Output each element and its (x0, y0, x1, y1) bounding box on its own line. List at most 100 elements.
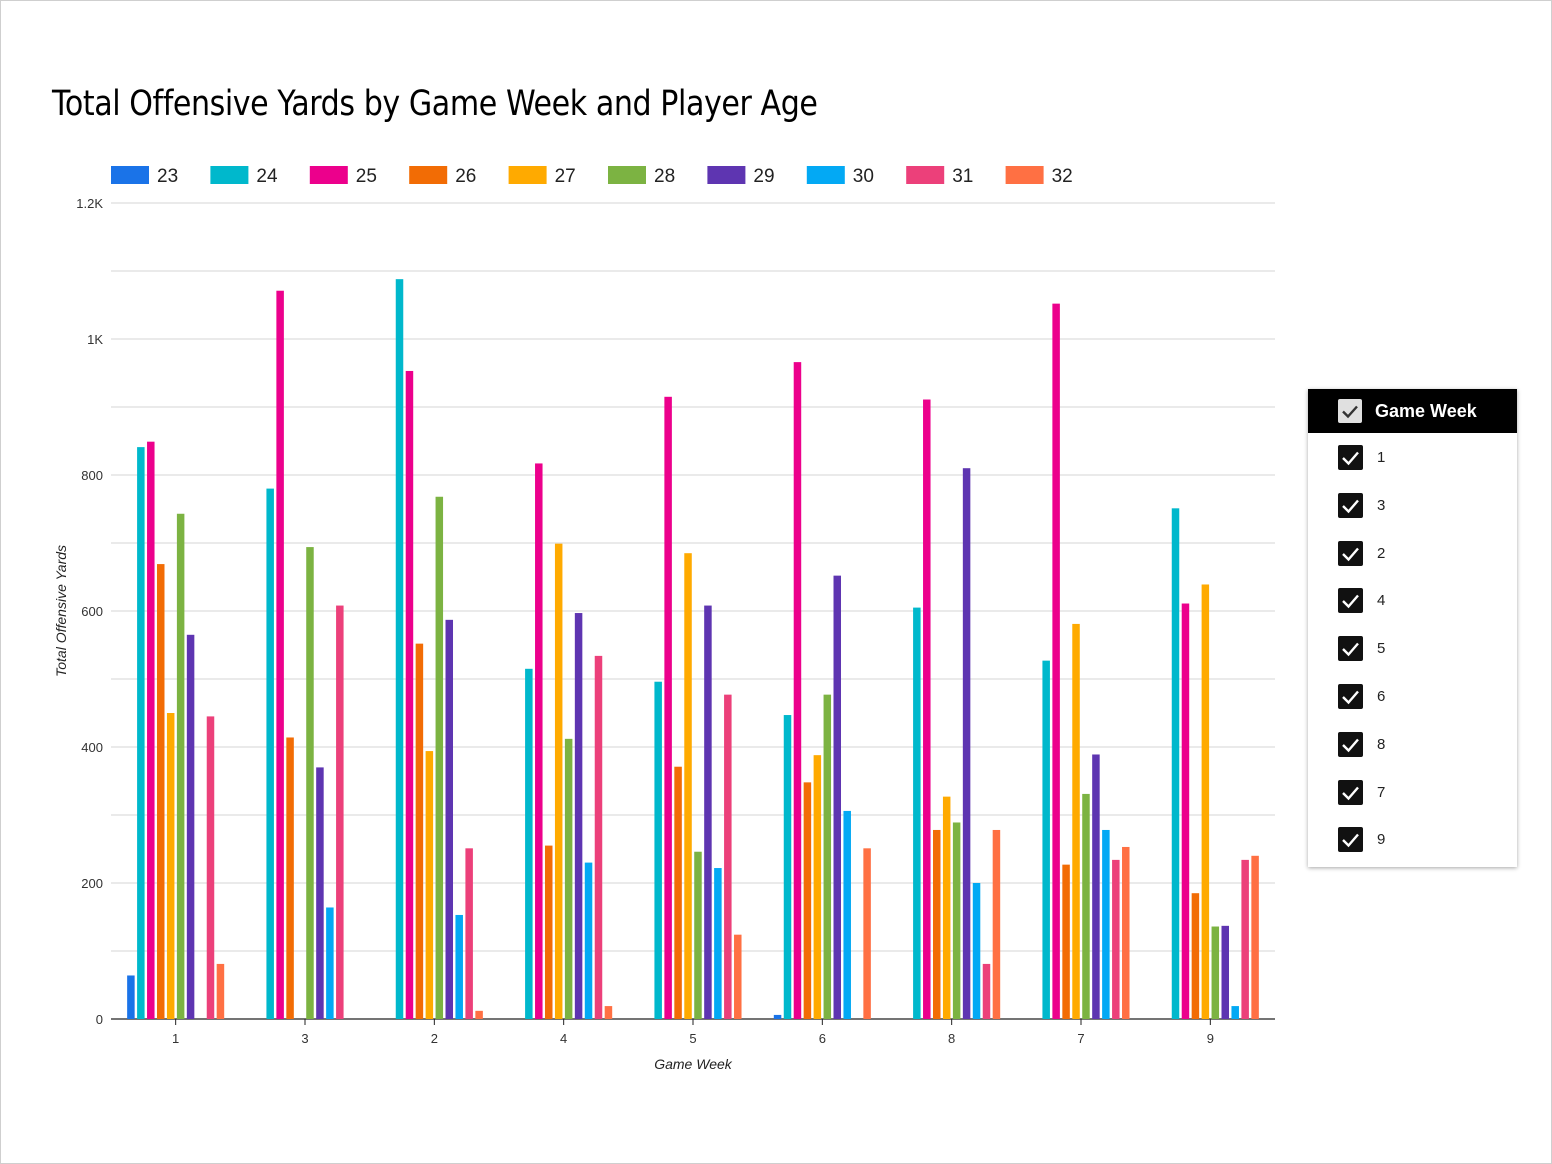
filter-item-label: 2 (1377, 544, 1386, 562)
x-tick-label: 6 (819, 1031, 826, 1046)
x-tick-label: 7 (1077, 1031, 1084, 1046)
x-axis-title: Game Week (654, 1056, 733, 1072)
filter-item-label: 6 (1377, 688, 1386, 705)
bar-age-27-week-8 (942, 796, 951, 1019)
filter-item-8[interactable]: 8 (1308, 721, 1517, 765)
legend-label-30: 30 (853, 166, 874, 187)
legend-swatch-29 (707, 166, 746, 184)
bar-age-28-week-4 (564, 738, 573, 1019)
bar-age-24-week-9 (1171, 508, 1180, 1019)
filter-item-label: 3 (1377, 496, 1386, 514)
game-week-filter[interactable]: Game Week 1 3 2 4 5 6 8 7 9 (1308, 389, 1517, 867)
filter-item-2[interactable]: 2 (1308, 530, 1517, 574)
bar-age-32-week-7 (1122, 846, 1130, 1019)
check-icon (1342, 405, 1358, 419)
check-icon (1342, 451, 1359, 466)
filter-checkbox[interactable] (1338, 492, 1363, 518)
bar-age-28-week-9 (1211, 926, 1220, 1019)
bar-age-32-week-1 (216, 963, 225, 1019)
check-icon (1342, 738, 1359, 753)
bar-age-29-week-9 (1221, 925, 1230, 1019)
check-icon (1342, 595, 1359, 609)
filter-checkbox[interactable] (1338, 779, 1363, 805)
bar-age-29-week-7 (1092, 754, 1100, 1019)
bar-age-27-week-6 (813, 755, 822, 1019)
bar-age-30-week-2 (455, 914, 463, 1019)
select-all-checkbox[interactable] (1338, 399, 1362, 423)
legend-swatch-31 (906, 166, 945, 184)
filter-item-label: 1 (1377, 449, 1386, 466)
legend-label-24: 24 (256, 166, 278, 187)
filter-item-9[interactable]: 9 (1308, 816, 1517, 860)
bar-age-31-week-5 (724, 694, 732, 1019)
bar-age-30-week-9 (1231, 1006, 1239, 1019)
bar-age-28-week-6 (823, 694, 832, 1019)
bar-age-29-week-3 (316, 767, 324, 1019)
bar-age-30-week-7 (1102, 829, 1110, 1019)
filter-checkbox[interactable] (1338, 684, 1363, 709)
filter-item-5[interactable]: 5 (1308, 625, 1517, 669)
legend-swatch-32 (1005, 166, 1044, 184)
bar-age-31-week-8 (982, 963, 991, 1019)
bar-age-26-week-4 (544, 845, 553, 1019)
bar-age-31-week-7 (1112, 859, 1120, 1019)
bar-age-29-week-2 (445, 619, 454, 1019)
x-tick-label: 3 (301, 1031, 308, 1046)
legend-label-26: 26 (455, 166, 476, 187)
filter-checkbox[interactable] (1338, 731, 1363, 757)
filter-checkbox[interactable] (1338, 445, 1363, 470)
legend-swatch-27 (508, 166, 547, 184)
bar-age-25-week-1 (147, 441, 155, 1019)
y-tick-label: 0 (96, 1012, 103, 1027)
bar-age-27-week-7 (1072, 623, 1080, 1019)
check-icon (1342, 690, 1359, 705)
bar-age-31-week-4 (594, 655, 603, 1019)
filter-header-label: Game Week (1375, 401, 1477, 421)
legend-swatch-30 (806, 166, 845, 184)
filter-checkbox[interactable] (1338, 588, 1363, 614)
filter-item-label: 9 (1377, 831, 1386, 849)
bar-age-32-week-4 (604, 1006, 613, 1019)
filter-checkbox[interactable] (1338, 540, 1363, 566)
bar-age-28-week-3 (306, 547, 314, 1019)
bar-age-25-week-7 (1052, 303, 1060, 1019)
check-icon (1342, 499, 1359, 514)
bar-age-24-week-5 (654, 681, 662, 1019)
bar-age-24-week-8 (913, 607, 921, 1019)
chart-title: Total Offensive Yards by Game Week and P… (52, 84, 818, 124)
bar-age-32-week-6 (863, 848, 871, 1019)
filter-item-label: 8 (1377, 735, 1386, 753)
bar-age-30-week-4 (584, 862, 593, 1019)
filter-header[interactable]: Game Week (1308, 389, 1517, 433)
bar-age-30-week-8 (972, 883, 981, 1019)
legend-label-32: 32 (1052, 166, 1073, 187)
bar-age-26-week-1 (156, 564, 165, 1019)
filter-checkbox[interactable] (1338, 636, 1363, 662)
filter-item-3[interactable]: 3 (1308, 482, 1517, 526)
bar-age-27-week-2 (425, 751, 434, 1019)
filter-item-1[interactable]: 1 (1308, 434, 1517, 478)
legend-label-27: 27 (555, 166, 576, 187)
bar-age-26-week-7 (1062, 864, 1070, 1019)
filter-item-6[interactable]: 6 (1308, 673, 1517, 717)
filter-checkbox[interactable] (1338, 827, 1363, 853)
x-tick-label: 4 (560, 1031, 567, 1046)
bar-age-23-week-1 (127, 975, 135, 1019)
legend-label-31: 31 (952, 166, 973, 187)
legend-swatch-28 (608, 166, 646, 184)
bar-age-28-week-7 (1082, 793, 1090, 1019)
bar-age-28-week-5 (694, 851, 702, 1019)
bar-age-32-week-8 (992, 829, 1001, 1019)
filter-item-7[interactable]: 7 (1308, 769, 1517, 813)
legend-label-28: 28 (654, 166, 675, 187)
x-tick-label: 2 (431, 1031, 438, 1046)
bar-age-29-week-6 (833, 575, 842, 1019)
bar-age-31-week-1 (206, 716, 215, 1019)
bar-age-25-week-5 (664, 396, 672, 1019)
bar-age-31-week-3 (336, 605, 344, 1019)
filter-item-4[interactable]: 4 (1308, 577, 1517, 621)
legend-label-23: 23 (157, 166, 178, 187)
filter-item-label: 4 (1377, 592, 1386, 610)
y-tick-label: 200 (81, 876, 103, 891)
